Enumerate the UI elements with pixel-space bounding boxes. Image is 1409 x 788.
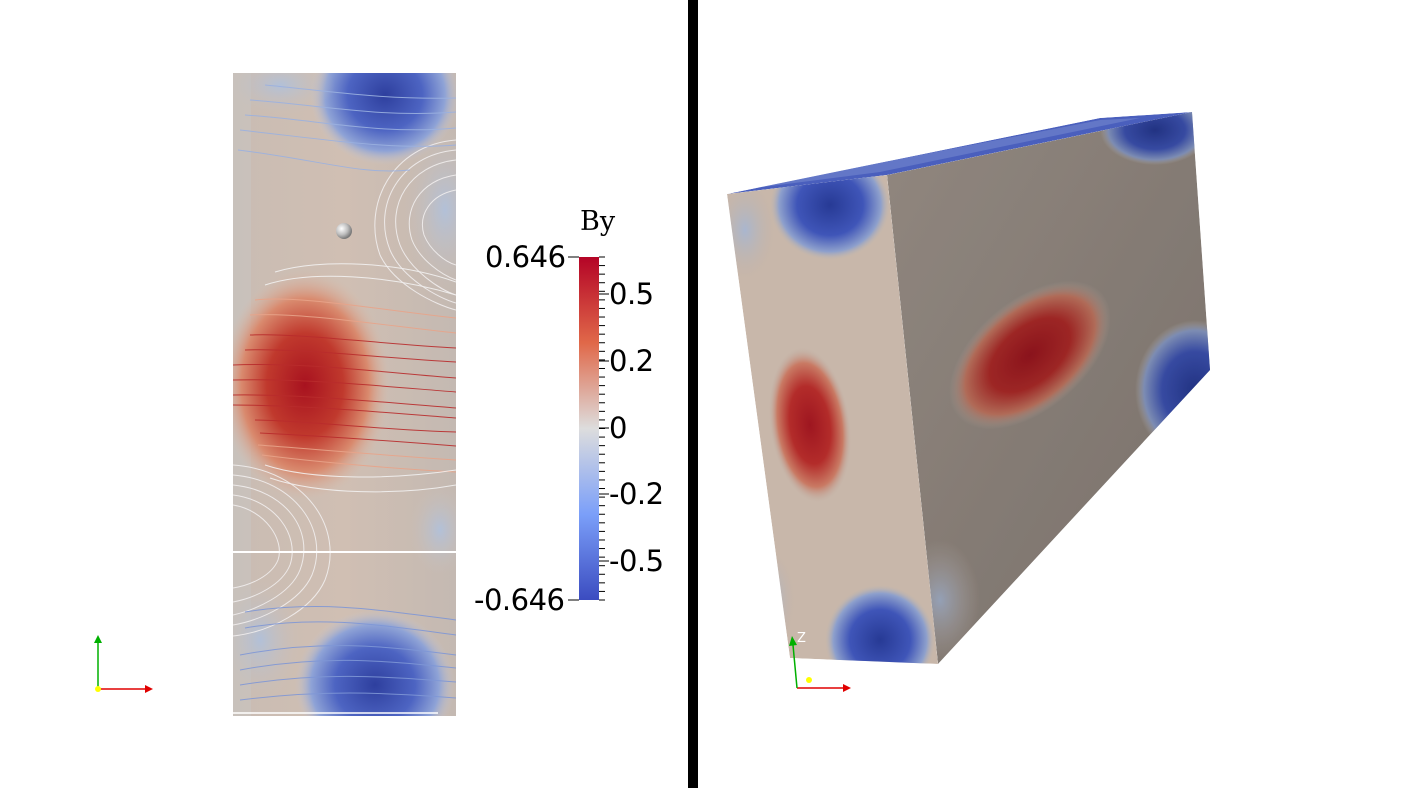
right-render-view[interactable]: Z (698, 0, 1409, 788)
colorbar-max-label: 0.646 (485, 240, 566, 274)
view-divider[interactable] (688, 0, 698, 788)
slice-field (233, 73, 456, 716)
colorbar-minor-ticks (599, 256, 605, 601)
colorbar-min-label: -0.646 (474, 583, 565, 617)
z-axis-label: Z (797, 631, 806, 646)
colorbar-ticks (568, 256, 609, 601)
slice-plot-canvas (94, 73, 609, 716)
colorbar-tick-label: 0.5 (609, 277, 654, 311)
colorbar-tick-label: 0.2 (609, 344, 654, 378)
colorbar-tick-label: -0.5 (609, 544, 664, 578)
colorbar-title: By (580, 206, 616, 237)
orientation-axes-icon (94, 635, 153, 693)
probe-sphere[interactable] (336, 223, 352, 239)
box-top-face (727, 112, 1192, 194)
colorbar-tick-label: -0.2 (609, 477, 664, 511)
colorbar-tick-label: 0 (609, 411, 627, 445)
left-render-view[interactable]: By 0.646 -0.646 0.5 0.2 0 -0.2 -0.5 (0, 0, 688, 788)
volume-plot-canvas (727, 112, 1210, 692)
colorbar-gradient (579, 257, 599, 600)
orientation-axes-icon (789, 636, 851, 692)
box-side-face (887, 112, 1210, 664)
